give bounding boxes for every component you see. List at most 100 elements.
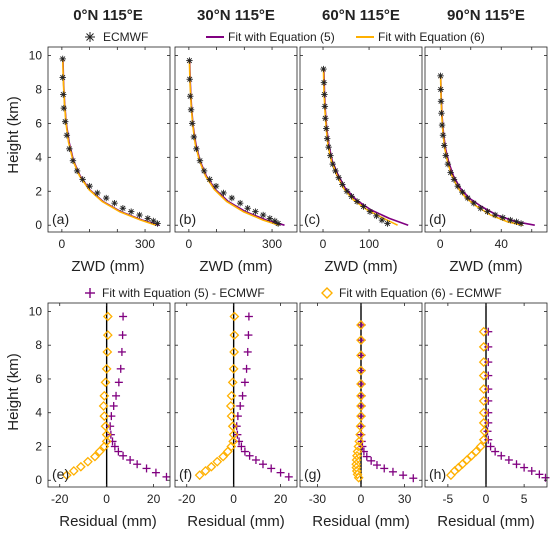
- ecmwf-point-d-11-stroke: [455, 183, 461, 189]
- ecmwf-point-b-18-stroke: [272, 218, 278, 224]
- ecmwf-point-b-4: [188, 120, 196, 127]
- xtick-label-h-0: -5: [443, 492, 454, 506]
- residual-eq5-point-e-1: [118, 331, 127, 340]
- residual-eq6-point-e-2: [102, 347, 113, 357]
- residual-eq6-point-e-3: [101, 363, 112, 374]
- ecmwf-point-b-7-stroke: [197, 158, 203, 164]
- ecmwf-point-b-19-stroke: [275, 220, 281, 227]
- residual-eq6-point-h-8: [479, 426, 490, 437]
- ecmwf-point-a-19: [154, 220, 161, 227]
- residual-eq6-point-e-13: [90, 451, 100, 462]
- ecmwf-point-a-7-stroke: [70, 158, 76, 164]
- ecmwf-point-b-8-stroke: [201, 168, 207, 174]
- ecmwf-point-c-3: [321, 103, 329, 110]
- ytick-label-e-1: 2: [35, 439, 42, 453]
- ecmwf-point-d-13-stroke: [465, 195, 471, 201]
- residual-eq6-point-g-12: [352, 446, 363, 457]
- ecmwf-point-c-8: [327, 152, 334, 159]
- xlabel-b: ZWD (mm): [199, 258, 272, 275]
- xlabel-g: Residual (mm): [312, 513, 410, 530]
- ecmwf-point-c-1: [320, 79, 328, 86]
- ecmwf-point-c-13: [343, 188, 351, 195]
- residual-eq5-point-f-18: [284, 472, 293, 481]
- ecmwf-point-c-1-stroke: [321, 80, 327, 86]
- ecmwf-point-d-3-stroke: [438, 110, 445, 116]
- ecmwf-point-b-10: [212, 182, 220, 190]
- panel-label-b: (b): [179, 211, 196, 227]
- ecmwf-point-d-21: [517, 220, 525, 227]
- title-a: 0°N 115°E: [73, 7, 143, 24]
- ecmwf-point-b-17: [266, 215, 274, 222]
- ecmwf-point-d-13: [464, 194, 471, 202]
- ecmwf-point-a-3-stroke: [61, 105, 67, 111]
- ecmwf-point-c-14-stroke: [348, 193, 355, 199]
- ecmwf-point-a-0: [59, 55, 66, 63]
- ecmwf-point-b-11-stroke: [220, 190, 227, 196]
- residual-eq6-point-f-16: [200, 466, 211, 476]
- residual-eq5-point-f-4: [240, 378, 249, 387]
- ecmwf-point-a-0-stroke: [60, 56, 66, 62]
- ecmwf-point-b-0: [186, 57, 193, 64]
- xlabel-e: Residual (mm): [59, 513, 157, 530]
- ecmwf-point-d-20-stroke: [513, 219, 520, 225]
- ecmwf-point-d-1-stroke: [438, 86, 444, 93]
- ecmwf-point-a-5-stroke: [64, 132, 70, 138]
- ecmwf-point-a-16: [136, 211, 143, 219]
- panel-e: -20 0 20 0 2 4 6 8 10 (e): [29, 302, 171, 506]
- ecmwf-point-c-4: [322, 115, 329, 122]
- residual-eq6-point-f-17: [194, 470, 205, 481]
- ecmwf-point-c-19: [378, 216, 386, 224]
- xtick-label-a-3: 300: [135, 237, 155, 251]
- residual-eq6-point-h-0: [478, 326, 489, 337]
- residual-eq5-point-f-5: [238, 391, 247, 400]
- ecmwf-point-a-19-stroke: [154, 220, 161, 227]
- ecmwf-point-d-18: [499, 214, 506, 221]
- residual-eq5-point-f-1: [244, 331, 253, 340]
- axes-frame-a: [47, 46, 171, 233]
- residual-eq6-point-g-6: [356, 401, 366, 411]
- ecmwf-point-d-2-stroke: [438, 98, 444, 104]
- residual-eq6-point-h-7: [478, 417, 489, 428]
- ecmwf-point-c-7-stroke: [325, 144, 332, 150]
- residual-eq5-point-f-3: [242, 364, 251, 373]
- legend-res5-label: Fit with Equation (5) - ECMWF: [102, 286, 265, 300]
- ytick-label-e-4: 8: [35, 338, 42, 352]
- ecmwf-point-c-16: [360, 203, 367, 210]
- ecmwf-point-a-2: [60, 91, 67, 98]
- residual-eq6-point-e-15: [75, 461, 86, 472]
- ecmwf-point-d-5: [439, 132, 447, 139]
- ecmwf-point-a-9-stroke: [80, 176, 86, 183]
- ecmwf-point-b-13-stroke: [237, 200, 243, 206]
- panel-label-c: (c): [304, 211, 320, 227]
- legend-ecmwf-label: ECMWF: [103, 30, 148, 44]
- residual-eq6-point-g-5: [356, 390, 366, 401]
- residual-eq6-point-e-17: [61, 470, 72, 481]
- ecmwf-point-c-12-stroke: [339, 181, 345, 188]
- residual-eq6-point-h-5: [478, 395, 489, 406]
- residual-eq5-point-g-14: [367, 456, 376, 465]
- residual-eq6-point-e-8: [100, 421, 111, 432]
- xtick-label-e-2: 20: [147, 492, 161, 506]
- ecmwf-point-b-15: [252, 208, 259, 215]
- ecmwf-point-c-6: [323, 135, 331, 142]
- residual-eq6-point-g-13: [352, 450, 362, 461]
- residual-eq6-point-e-7: [99, 411, 110, 422]
- residual-eq6-point-f-15: [206, 461, 217, 472]
- residual-eq6-point-e-0: [102, 311, 113, 322]
- panel-h: -5 0 5 (h): [424, 302, 550, 506]
- ecmwf-point-d-8: [444, 160, 452, 168]
- residual-eq5-point-h-13: [504, 455, 513, 464]
- ecmwf-point-b-11: [220, 189, 227, 197]
- residual-eq5-point-e-14: [126, 455, 135, 464]
- ecmwf-point-a-17: [144, 215, 152, 222]
- ecmwf-point-a-11-stroke: [94, 190, 100, 196]
- residual-eq5-point-e-6: [109, 401, 118, 410]
- axes-frame-f: [174, 302, 298, 488]
- title-b: 30°N 115°E: [197, 7, 275, 24]
- xtick-label-g-2: 30: [398, 492, 412, 506]
- residual-eq5-point-h-10: [486, 442, 495, 451]
- ecmwf-point-d-18-stroke: [500, 214, 506, 221]
- residual-eq6-point-g-19: [353, 472, 364, 483]
- residual-eq5-point-f-13: [245, 451, 254, 460]
- series-eq5-line-d: [439, 75, 535, 226]
